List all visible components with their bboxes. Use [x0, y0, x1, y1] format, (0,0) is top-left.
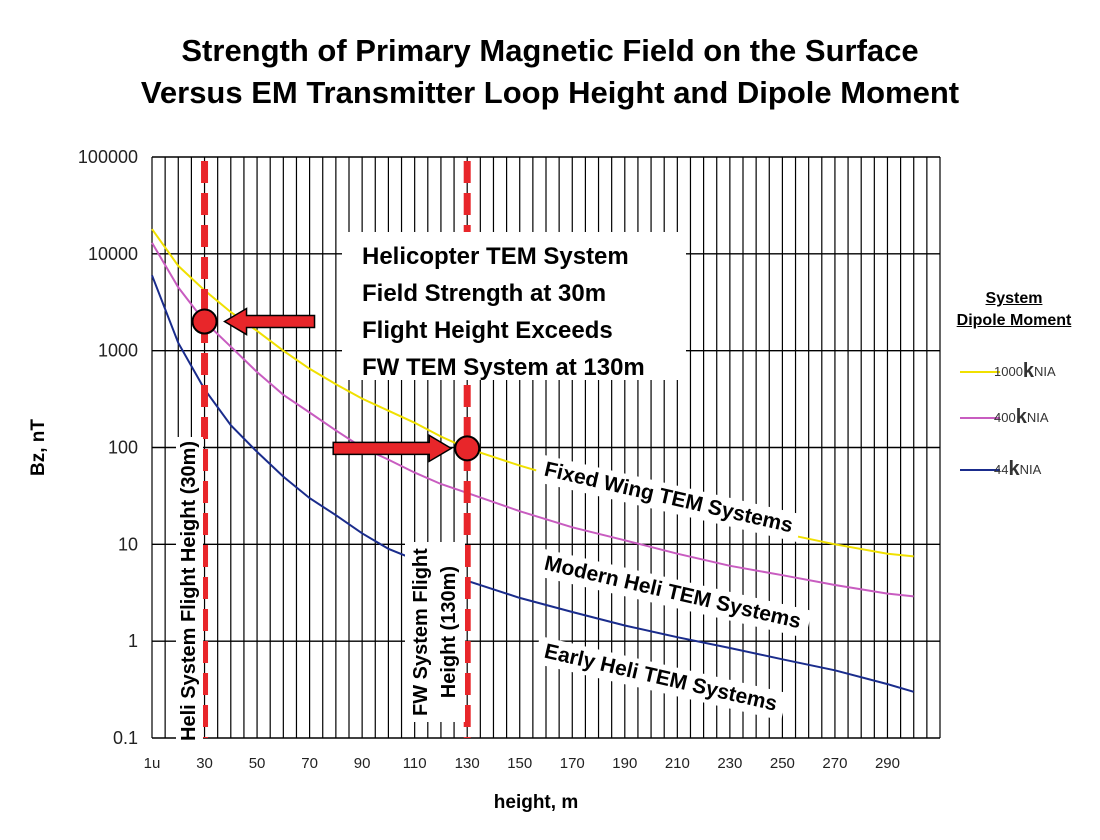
y-tick-label: 10	[118, 534, 138, 554]
arrow-left	[223, 307, 316, 336]
x-tick-label: 190	[612, 755, 637, 772]
fw-height-label-line-1: FW System Flight	[410, 548, 432, 716]
fw-height-label: FW System Flight Height (130m)	[405, 542, 465, 722]
legend-item-400k: 400 k NIA	[960, 406, 1049, 429]
legend-title-line-1: System	[985, 290, 1043, 307]
legend-label-k: k	[1015, 406, 1027, 428]
y-tick-label: 10000	[88, 244, 138, 264]
legend-label-unit: NIA	[1019, 462, 1042, 477]
helicopter-callout-box: Helicopter TEM System Field Strength at …	[342, 232, 686, 381]
legend-label-number: 1000	[994, 364, 1023, 379]
x-tick-label: 110	[403, 755, 427, 772]
x-tick-label: 150	[507, 755, 532, 772]
helicopter-callout-line: Field Strength at 30m	[362, 280, 607, 307]
intersection-marker-1	[191, 308, 218, 335]
legend-item-44k: 44 k NIA	[960, 458, 1041, 481]
legend-label-number: 44	[994, 462, 1009, 477]
legend-label-k: k	[1022, 360, 1035, 382]
legend-item-1000k: 1000 k NIA	[960, 360, 1056, 383]
arrow-right	[332, 434, 453, 463]
x-tick-label: 50	[249, 755, 266, 772]
legend-swatch	[960, 468, 1000, 471]
helicopter-callout-line: FW TEM System at 130m	[362, 354, 645, 381]
y-tick-label: 100000	[78, 147, 138, 167]
series-line-400kNIA	[151, 242, 914, 598]
helicopter-callout-line: Helicopter TEM System	[362, 243, 629, 270]
x-tick-label: 250	[770, 755, 795, 772]
legend-label-number: 400	[994, 410, 1016, 425]
x-axis-label: height, m	[494, 792, 578, 813]
legend-label-unit: NIA	[1026, 410, 1049, 425]
arrows	[223, 307, 453, 463]
chart-title: Strength of Primary Magnetic Field on th…	[0, 30, 1100, 114]
legend-title-line-2: Dipole Moment	[956, 312, 1072, 329]
heli-height-label: Heli System Flight Height (30m)	[176, 436, 203, 745]
y-tick-label: 1000	[98, 341, 138, 361]
legend-swatch	[960, 370, 1000, 373]
x-tick-label: 170	[560, 755, 585, 772]
helicopter-callout-line: Flight Height Exceeds	[362, 317, 613, 344]
chart-title-line-2: Versus EM Transmitter Loop Height and Di…	[140, 75, 960, 110]
x-tick-label: 270	[822, 755, 847, 772]
x-tick-label: 290	[875, 755, 900, 772]
intersection-marker-2	[454, 435, 481, 462]
markers	[191, 308, 481, 462]
x-tick-label: 230	[717, 755, 742, 772]
x-tick-label: 30	[196, 755, 213, 772]
y-tick-label: 1	[128, 631, 138, 651]
x-tick-label: 70	[301, 755, 318, 772]
legend-swatch	[960, 416, 1000, 419]
chart-title-line-1: Strength of Primary Magnetic Field on th…	[181, 33, 919, 68]
y-axis-label: Bz, nT	[28, 419, 49, 476]
x-tick-label: 90	[354, 755, 371, 772]
axes: 1u 30 50 70 90 110 130 150 170 190 210 230 250 270 290…	[28, 147, 900, 813]
legend-title: System Dipole Moment	[940, 288, 1088, 332]
x-tick-label: 130	[455, 755, 480, 772]
legend-label-k: k	[1008, 458, 1020, 480]
legend-label-unit: NIA	[1034, 364, 1056, 379]
fw-height-label-line-2: Height (130m)	[438, 565, 460, 699]
x-tick-label: 210	[665, 755, 690, 772]
y-tick-label: 0.1	[113, 728, 138, 748]
y-tick-label: 100	[108, 438, 138, 458]
x-tick-label: 1u	[144, 755, 161, 772]
